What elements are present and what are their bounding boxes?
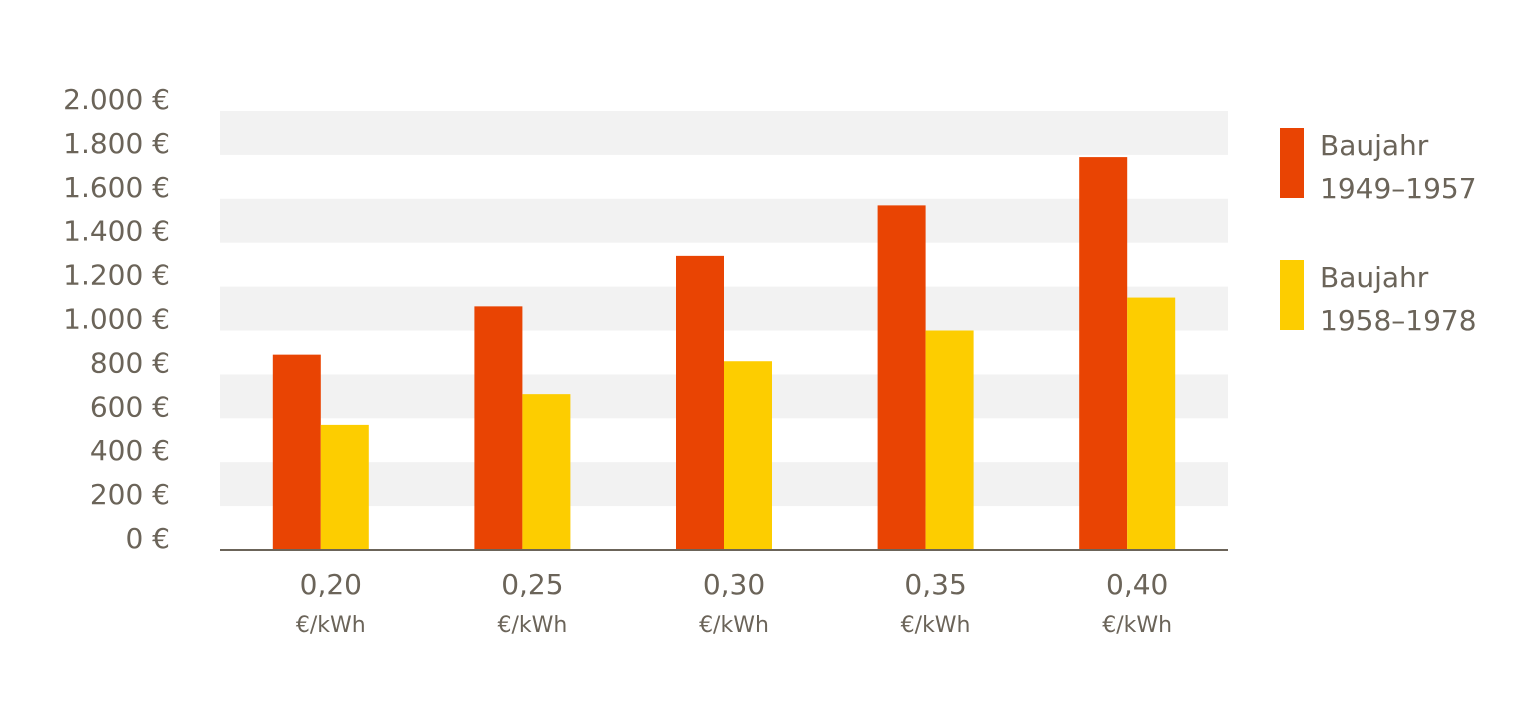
- x-unit-label: €/kWh: [296, 613, 366, 638]
- x-tick-label: 0,30: [703, 568, 765, 601]
- bar: [320, 424, 369, 550]
- x-unit-label: €/kWh: [1102, 613, 1172, 638]
- y-tick-label: 2.000 €: [63, 83, 170, 116]
- bar: [1127, 297, 1176, 550]
- legend-swatch: [1280, 128, 1304, 198]
- bar: [1079, 157, 1128, 550]
- x-unit-label: €/kWh: [497, 613, 567, 638]
- y-tick-label: 600 €: [90, 390, 170, 423]
- legend: Baujahr 1949–1957 Baujahr 1958–1978: [1280, 128, 1495, 392]
- legend-swatch: [1280, 260, 1304, 330]
- y-tick-label: 400 €: [90, 434, 170, 467]
- y-tick-label: 1.400 €: [63, 215, 170, 248]
- legend-label: Baujahr 1958–1978: [1320, 261, 1477, 337]
- legend-label: Baujahr 1949–1957: [1320, 129, 1477, 205]
- y-tick-label: 800 €: [90, 346, 170, 379]
- y-tick-label: 0 €: [125, 522, 170, 555]
- bar: [272, 354, 321, 550]
- y-tick-label: 200 €: [90, 478, 170, 511]
- y-tick-label: 1.800 €: [63, 127, 170, 160]
- legend-item: Baujahr 1949–1957: [1280, 128, 1495, 210]
- bar: [676, 255, 724, 550]
- x-tick-label: 0,25: [501, 568, 563, 601]
- chart: 0 € 200 € 400 € 600 € 800 € 1.000 € 1.200 € 1.4…: [63, 83, 1228, 638]
- x-unit-label: €/kWh: [901, 613, 971, 638]
- bar: [522, 394, 571, 550]
- x-tick-label: 0,20: [300, 568, 362, 601]
- y-tick-label: 1.200 €: [63, 259, 170, 292]
- y-tick-label: 1.000 €: [63, 303, 170, 336]
- bar: [474, 306, 523, 550]
- x-unit-label: €/kWh: [699, 613, 769, 638]
- grid-band: [220, 198, 1228, 243]
- bar: [877, 205, 926, 550]
- x-tick-label: 0,35: [904, 568, 966, 601]
- grid-band: [220, 111, 1228, 155]
- bar: [925, 330, 974, 550]
- x-tick-label: 0,40: [1106, 568, 1168, 601]
- bar: [724, 361, 772, 550]
- legend-item: Baujahr 1958–1978: [1280, 260, 1495, 342]
- y-tick-label: 1.600 €: [63, 171, 170, 204]
